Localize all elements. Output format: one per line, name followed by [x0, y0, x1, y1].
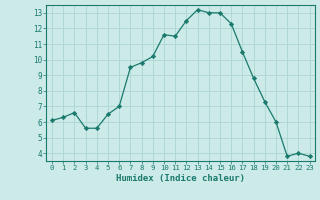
X-axis label: Humidex (Indice chaleur): Humidex (Indice chaleur) — [116, 174, 245, 183]
